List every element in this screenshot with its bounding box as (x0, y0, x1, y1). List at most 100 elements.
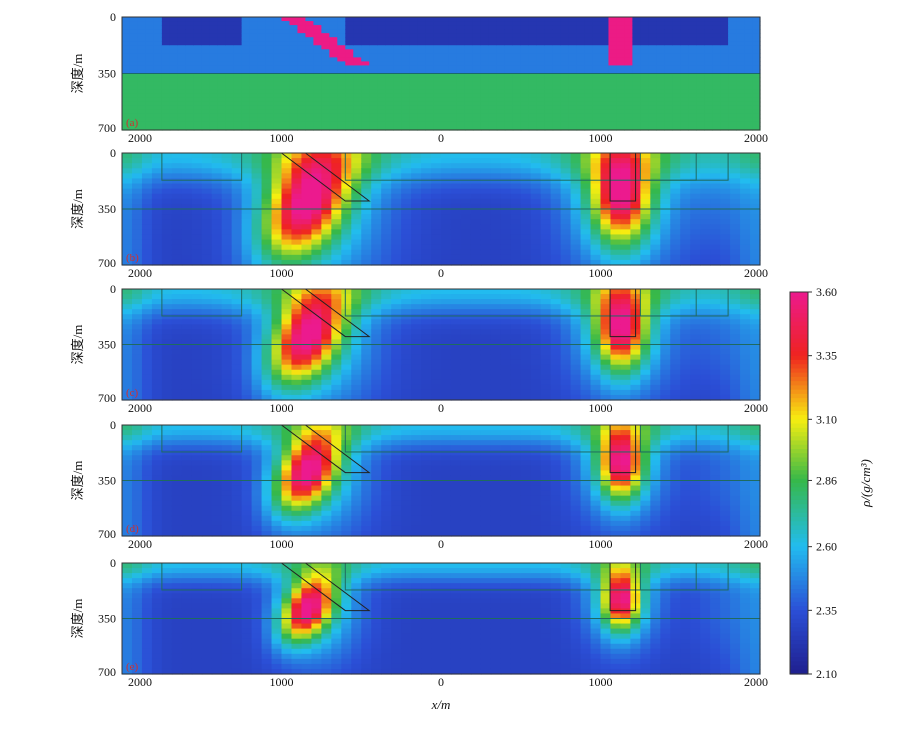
cell (490, 354, 502, 361)
cell (464, 57, 474, 62)
cell (345, 121, 354, 127)
cell (161, 193, 173, 200)
cell (480, 394, 492, 401)
cell (580, 254, 592, 261)
cell (540, 153, 552, 159)
cell (680, 324, 691, 330)
cell (371, 309, 382, 315)
cell (225, 121, 235, 127)
cell (584, 45, 594, 50)
cell (568, 105, 578, 111)
cell (331, 259, 342, 266)
cell (464, 45, 474, 50)
cell (153, 109, 163, 115)
cell (201, 314, 213, 320)
cell (122, 121, 131, 127)
cell (233, 77, 243, 83)
cell (700, 219, 711, 225)
cell (712, 25, 721, 30)
cell (470, 239, 482, 246)
cell (456, 101, 466, 107)
cell (600, 109, 610, 115)
cell (137, 73, 147, 79)
cell (353, 89, 362, 95)
cell (720, 117, 729, 123)
cell (131, 394, 143, 401)
cell (488, 109, 498, 115)
cell (712, 49, 721, 54)
cell (570, 384, 582, 391)
cell (129, 117, 139, 123)
cell (730, 239, 741, 246)
cell (137, 45, 147, 50)
cell (490, 193, 502, 200)
cell (464, 81, 474, 87)
cell (201, 81, 211, 87)
cell (744, 21, 753, 26)
cell (231, 229, 243, 236)
cell (251, 219, 263, 225)
cell (590, 304, 602, 310)
cell (377, 105, 386, 111)
cell (393, 21, 402, 26)
cell (337, 17, 346, 22)
cell (201, 214, 213, 220)
cell (151, 168, 163, 174)
cell (710, 249, 721, 256)
cell (550, 334, 562, 341)
cell (301, 203, 313, 210)
cell (441, 334, 452, 341)
cell (580, 334, 592, 341)
cell (393, 41, 402, 46)
cell (616, 65, 626, 71)
cell (271, 219, 283, 225)
cell (231, 299, 243, 305)
cell (550, 158, 562, 164)
cell (664, 33, 673, 38)
cell (431, 379, 442, 386)
cell (393, 97, 402, 103)
cell (690, 259, 701, 266)
cell (580, 394, 592, 401)
cell (377, 109, 386, 115)
cell (610, 369, 622, 376)
cell (201, 168, 213, 174)
cell (550, 183, 562, 190)
cell (351, 329, 362, 336)
cell (233, 45, 243, 50)
cell (690, 359, 701, 366)
cell (321, 113, 330, 119)
cell (690, 324, 701, 330)
cell (225, 81, 235, 87)
cell (261, 168, 273, 174)
cell (620, 379, 632, 386)
cell (249, 113, 259, 119)
cell (560, 349, 572, 356)
cell (331, 349, 342, 356)
cell (425, 73, 434, 79)
cell (251, 229, 263, 236)
cell (161, 81, 171, 87)
cell (650, 234, 661, 241)
cell (520, 109, 530, 115)
cell (177, 37, 187, 42)
cell (161, 203, 173, 210)
cell (610, 178, 622, 185)
cell (464, 65, 474, 71)
cell (500, 364, 512, 371)
cell (540, 294, 552, 300)
cell (351, 224, 362, 230)
cell (131, 214, 143, 220)
cell (656, 65, 665, 71)
cell (201, 113, 211, 119)
cell (171, 209, 183, 215)
cell (640, 249, 651, 256)
cell (265, 125, 275, 131)
cell (624, 45, 633, 50)
cell (624, 37, 633, 42)
cell (191, 198, 203, 205)
cell (656, 125, 665, 131)
cell (550, 374, 562, 381)
cell (710, 359, 721, 366)
cell (704, 105, 713, 111)
